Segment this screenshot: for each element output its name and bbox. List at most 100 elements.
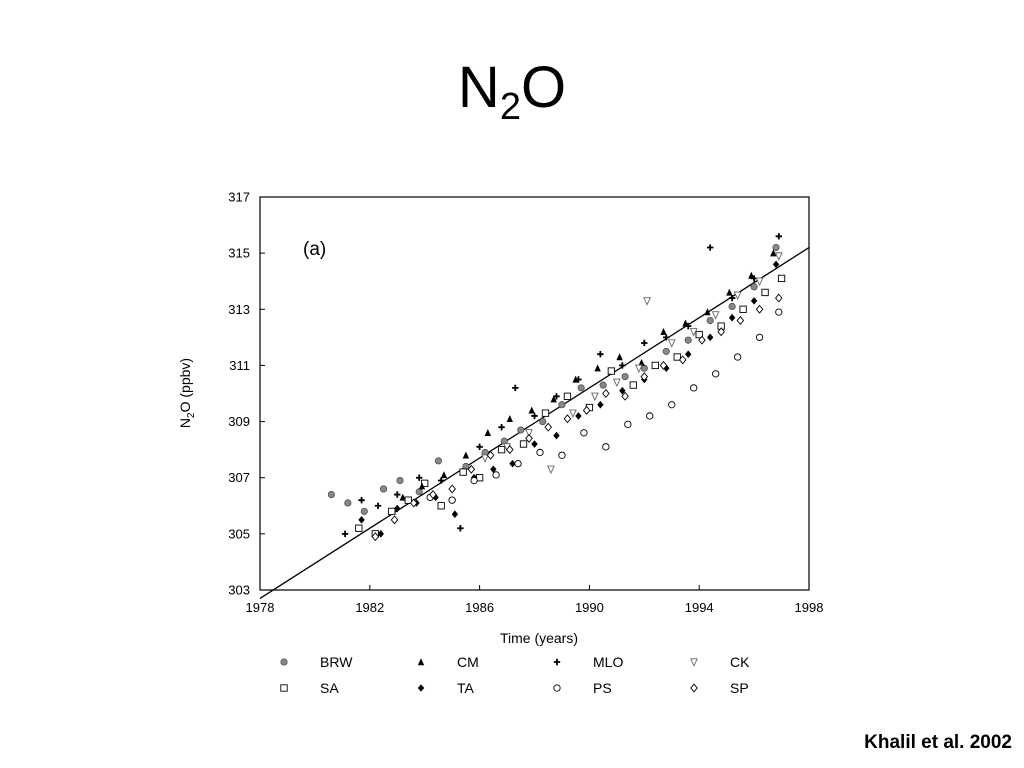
plot-frame bbox=[259, 196, 810, 591]
data-point-ta bbox=[377, 530, 384, 538]
data-point-mlo bbox=[416, 474, 423, 481]
y-tick-label: 315 bbox=[228, 246, 250, 261]
data-point-cm bbox=[528, 406, 535, 414]
data-point-ps bbox=[733, 353, 742, 361]
data-point-brw bbox=[662, 347, 670, 355]
legend-label-ps: PS bbox=[593, 680, 612, 696]
data-point-sp bbox=[698, 335, 706, 345]
slide-title: N2O bbox=[0, 52, 1024, 143]
data-point-brw bbox=[379, 485, 388, 493]
data-point-sa bbox=[541, 409, 550, 417]
slide-title-main: N bbox=[457, 55, 500, 120]
data-point-brw bbox=[750, 283, 758, 291]
series-cm bbox=[399, 249, 777, 501]
legend-marker-sp bbox=[690, 683, 698, 693]
data-point-sp bbox=[736, 316, 745, 326]
data-point-sp bbox=[678, 355, 687, 365]
data-point-mlo bbox=[575, 376, 582, 383]
data-point-ta bbox=[575, 412, 582, 420]
data-point-mlo bbox=[706, 244, 714, 251]
data-point-brw bbox=[684, 336, 692, 344]
data-point-sa bbox=[355, 524, 363, 532]
data-point-ck bbox=[569, 409, 577, 419]
data-point-sp bbox=[544, 422, 553, 432]
data-point-ta bbox=[509, 459, 516, 468]
legend-label-sa: SA bbox=[320, 680, 339, 696]
data-point-mlo bbox=[341, 530, 349, 538]
data-point-ps bbox=[668, 401, 676, 409]
data-point-brw bbox=[728, 302, 736, 311]
data-point-cm bbox=[594, 364, 601, 372]
data-point-cm bbox=[748, 271, 755, 279]
legend-label-mlo: MLO bbox=[593, 654, 623, 670]
legend-label-ta: TA bbox=[457, 680, 475, 696]
data-point-ck bbox=[689, 328, 698, 337]
legend-marker-ps bbox=[553, 684, 561, 692]
data-point-ta bbox=[772, 260, 780, 269]
data-point-brw bbox=[772, 243, 780, 252]
citation: Khalil et al. 2002 bbox=[864, 732, 1012, 753]
data-point-sa bbox=[777, 274, 786, 283]
data-point-mlo bbox=[498, 423, 505, 431]
y-axis-label-subscript: 2 bbox=[186, 412, 197, 418]
x-tick-label: 1986 bbox=[465, 600, 494, 615]
data-point-ps bbox=[690, 384, 698, 392]
data-point-mlo bbox=[531, 412, 538, 420]
data-point-cm bbox=[770, 249, 777, 257]
data-point-brw bbox=[396, 476, 404, 485]
data-point-ck bbox=[525, 429, 533, 438]
data-point-cm bbox=[399, 493, 406, 501]
data-point-ta bbox=[619, 386, 626, 395]
data-point-cm bbox=[506, 414, 513, 422]
data-point-sp bbox=[486, 450, 495, 460]
data-point-sa bbox=[695, 330, 703, 339]
data-point-sp bbox=[563, 414, 572, 424]
data-point-sp bbox=[582, 405, 591, 415]
y-axis-label: N2O (ppbv) bbox=[177, 358, 197, 428]
x-tick-label: 1998 bbox=[795, 600, 824, 615]
y-tick-label: 305 bbox=[228, 526, 250, 541]
y-axis-label-end: O (ppbv) bbox=[177, 358, 193, 412]
data-point-mlo bbox=[775, 233, 783, 240]
data-point-ta bbox=[706, 333, 714, 342]
data-point-sa bbox=[437, 502, 445, 510]
data-point-sa bbox=[739, 305, 747, 313]
data-point-ck bbox=[590, 392, 599, 402]
data-point-sp bbox=[371, 532, 380, 542]
data-point-ck bbox=[774, 252, 783, 261]
data-point-brw bbox=[577, 384, 585, 392]
y-tick-label: 311 bbox=[229, 358, 250, 373]
data-point-ps bbox=[470, 476, 478, 485]
data-point-mlo bbox=[728, 294, 736, 302]
data-point-ck bbox=[481, 454, 489, 463]
data-point-ta bbox=[750, 297, 758, 305]
legend-marker-sa bbox=[280, 684, 288, 692]
data-point-sa bbox=[563, 392, 572, 400]
data-point-cm bbox=[660, 327, 667, 335]
legend-marker-mlo bbox=[553, 658, 561, 666]
data-point-mlo bbox=[457, 525, 464, 532]
data-point-ta bbox=[451, 510, 459, 519]
data-point-cm bbox=[682, 319, 689, 327]
data-point-cm bbox=[550, 395, 557, 403]
data-point-ck bbox=[612, 378, 621, 388]
data-point-sa bbox=[651, 361, 659, 370]
data-point-mlo bbox=[685, 322, 692, 330]
data-point-mlo bbox=[437, 477, 445, 484]
data-point-sp bbox=[602, 389, 610, 398]
data-point-brw bbox=[706, 316, 714, 325]
data-point-sa bbox=[761, 288, 769, 297]
data-point-mlo bbox=[597, 351, 604, 358]
data-point-brw bbox=[415, 488, 423, 496]
data-point-ps bbox=[514, 460, 522, 468]
data-point-sp bbox=[621, 391, 629, 401]
legend: BRW SA CM TA MLO PS CK SP bbox=[280, 654, 750, 696]
x-tick-label: 1978 bbox=[246, 600, 275, 615]
data-point-sp bbox=[755, 304, 764, 314]
data-point-brw bbox=[344, 499, 352, 507]
data-point-ps bbox=[492, 471, 500, 479]
x-tick-label: 1982 bbox=[355, 600, 384, 615]
data-point-mlo bbox=[476, 443, 483, 451]
data-point-sp bbox=[659, 360, 668, 370]
panel-label: (a) bbox=[303, 239, 326, 260]
